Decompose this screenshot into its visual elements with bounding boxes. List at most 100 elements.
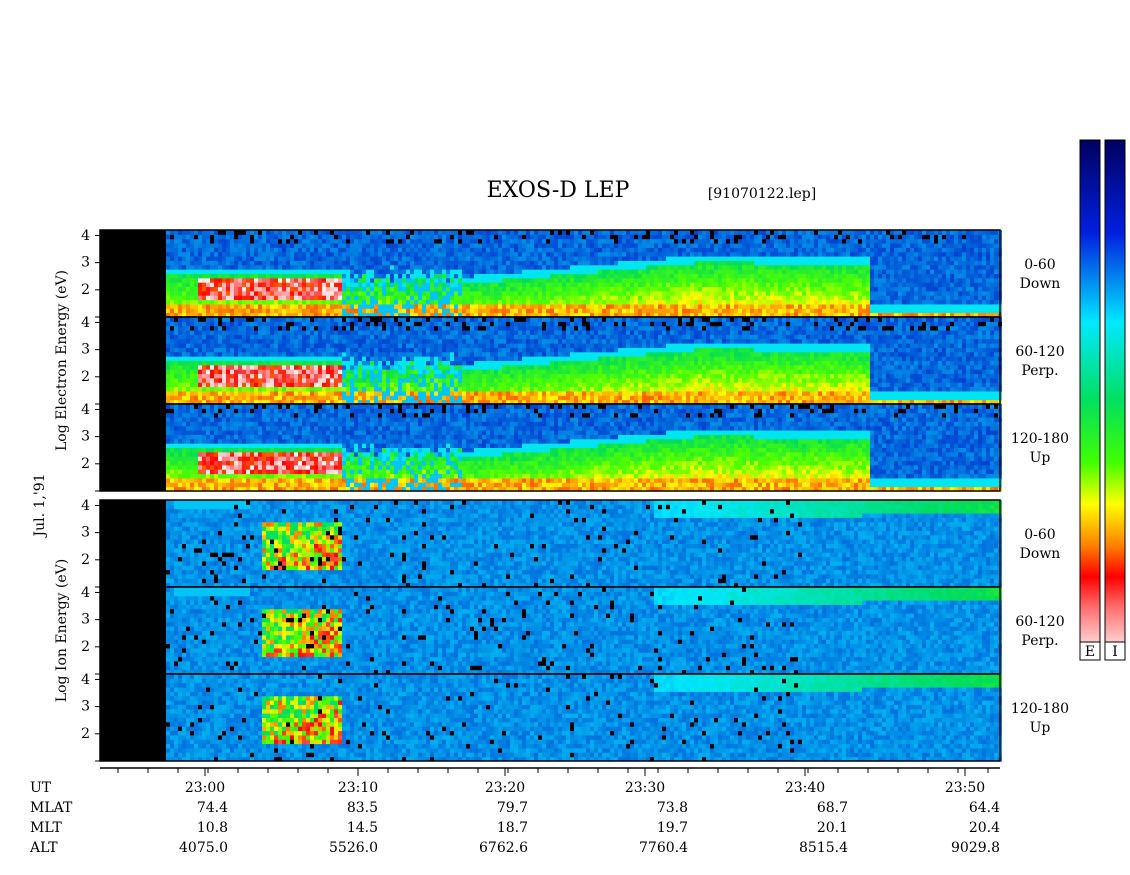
spectrum-cell [354, 260, 358, 265]
spectrum-cell [282, 374, 286, 379]
spectrum-cell [790, 308, 794, 313]
spectrum-cell [974, 256, 978, 261]
spectrum-cell [470, 274, 474, 279]
spectrum-cell [698, 265, 702, 270]
spectrum-cell [910, 269, 914, 274]
spectrum-cell [858, 260, 862, 265]
spectrum-cell [990, 252, 994, 257]
spectrum-cell [486, 265, 490, 270]
spectrum-cell [618, 304, 622, 309]
spectrum-cell [642, 304, 646, 309]
spectrum-cell [314, 260, 318, 265]
spectrum-cell [318, 265, 322, 270]
spectrum-cell [602, 260, 606, 265]
spectrum-cell [986, 247, 990, 252]
spectrum-cell [194, 391, 198, 396]
spectrum-cell [814, 282, 818, 287]
spectrum-cell [266, 291, 270, 296]
spectrum-cell [782, 256, 786, 261]
spectrum-cell [374, 274, 378, 279]
spectrum-cell [854, 304, 858, 309]
spectrum-cell [798, 239, 802, 244]
spectrum-cell [190, 330, 194, 335]
spectrum-cell [286, 361, 290, 366]
spectrum-cell [978, 282, 982, 287]
spectrum-cell [410, 239, 414, 244]
spectrum-cell [346, 282, 350, 287]
spectrum-cell [406, 265, 410, 270]
spectrum-cell [730, 295, 734, 300]
spectrum-cell [298, 374, 302, 379]
spectrum-cell [518, 308, 522, 313]
spectrum-cell [278, 347, 282, 352]
spectrum-cell [858, 265, 862, 270]
spectrum-cell [410, 274, 414, 279]
spectrum-cell [542, 243, 546, 248]
spectrum-cell [586, 287, 590, 292]
spectrum-cell [222, 356, 226, 361]
spectrum-cell [314, 243, 318, 248]
spectrum-cell [174, 395, 178, 400]
spectrum-cell [174, 374, 178, 379]
spectrum-cell [202, 243, 206, 248]
spectrum-cell [570, 274, 574, 279]
spectrum-cell [714, 278, 718, 283]
spectrum-cell [314, 300, 318, 305]
spectrum-cell [746, 247, 750, 252]
spectrum-cell [854, 239, 858, 244]
spectrum-cell [282, 269, 286, 274]
spectrum-cell [790, 300, 794, 305]
spectrum-cell [470, 287, 474, 292]
spectrum-cell [258, 387, 262, 392]
spectrum-cell [302, 369, 306, 374]
spectrum-cell [798, 274, 802, 279]
spectrum-cell [726, 239, 730, 244]
spectrum-cell [750, 239, 754, 244]
spectrum-cell [898, 282, 902, 287]
spectrum-cell [174, 382, 178, 387]
spectrum-cell [942, 247, 946, 252]
spectrum-cell [222, 347, 226, 352]
spectrum-cell [674, 247, 678, 252]
spectrum-cell [558, 300, 562, 305]
spectrum-cell [946, 234, 950, 239]
spectrum-cell [358, 260, 362, 265]
spectrum-cell [210, 300, 214, 305]
spectrum-cell [206, 256, 210, 261]
spectrum-cell [306, 387, 310, 392]
spectrum-cell [702, 243, 706, 248]
spectrum-cell [786, 252, 790, 257]
spectrum-cell [654, 265, 658, 270]
spectrum-cell [930, 260, 934, 265]
spectrum-cell [942, 243, 946, 248]
spectrum-cell [950, 295, 954, 300]
spectrum-cell [770, 274, 774, 279]
spectrum-cell [298, 256, 302, 261]
spectrum-cell [610, 256, 614, 261]
spectrum-cell [954, 278, 958, 283]
spectrum-cell [210, 269, 214, 274]
spectrum-cell [634, 265, 638, 270]
spectrum-cell [750, 256, 754, 261]
spectrum-cell [434, 308, 438, 313]
spectrum-cell [498, 256, 502, 261]
spectrum-cell [818, 269, 822, 274]
spectrum-cell [702, 304, 706, 309]
spectrum-cell [850, 304, 854, 309]
spectrum-cell [742, 252, 746, 257]
spectrum-cell [190, 365, 194, 370]
spectrum-cell [190, 374, 194, 379]
spectrum-cell [186, 269, 190, 274]
spectrum-cell [674, 278, 678, 283]
spectrum-cell [450, 295, 454, 300]
spectrum-cell [886, 243, 890, 248]
spectrum-cell [962, 304, 966, 309]
spectrum-cell [834, 239, 838, 244]
spectrum-cell [890, 282, 894, 287]
spectrum-cell [306, 391, 310, 396]
spectrum-cell [782, 265, 786, 270]
spectrum-cell [822, 239, 826, 244]
spectrum-cell [282, 243, 286, 248]
spectrum-cell [242, 382, 246, 387]
spectrum-cell [170, 234, 174, 239]
